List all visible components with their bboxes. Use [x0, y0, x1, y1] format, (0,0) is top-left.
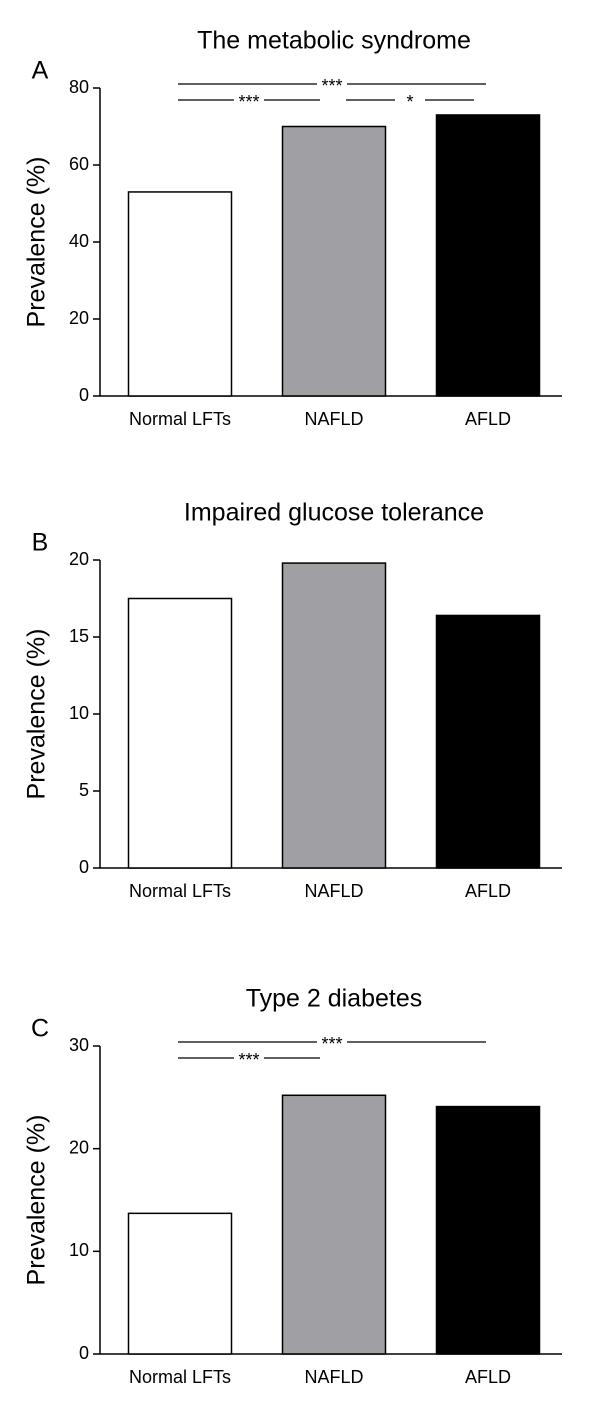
y-tick-label: 5	[79, 780, 89, 800]
x-tick-label: Normal LFTs	[129, 1367, 231, 1387]
significance-label: ***	[238, 92, 259, 112]
significance-gap	[395, 94, 425, 106]
x-tick-label: AFLD	[465, 881, 511, 901]
x-tick-label: AFLD	[465, 1367, 511, 1387]
bar	[127, 1212, 233, 1355]
x-tick-label: NAFLD	[304, 409, 363, 429]
y-tick-label: 20	[69, 549, 89, 569]
panel-label: A	[32, 57, 49, 85]
panel-label: B	[32, 529, 49, 557]
significance-label: ***	[238, 1050, 259, 1070]
significance-gap	[317, 78, 347, 90]
y-tick-label: 20	[69, 308, 89, 328]
bar	[127, 191, 233, 397]
y-tick-label: 80	[69, 77, 89, 97]
significance-label: ***	[321, 76, 342, 96]
y-axis-label: Prevalence (%)	[23, 157, 51, 328]
y-tick-label: 0	[79, 857, 89, 877]
y-tick-label: 10	[69, 703, 89, 723]
y-tick-label: 30	[69, 1035, 89, 1055]
significance-label: ***	[321, 1034, 342, 1054]
significance-gap	[234, 94, 264, 106]
bar	[127, 597, 233, 869]
x-tick-label: Normal LFTs	[129, 409, 231, 429]
x-tick-label: NAFLD	[304, 881, 363, 901]
y-tick-label: 0	[79, 1343, 89, 1363]
chart-title: Type 2 diabetes	[246, 985, 423, 1013]
y-tick-label: 60	[69, 154, 89, 174]
bar	[281, 125, 387, 397]
bar	[281, 562, 387, 869]
x-tick-label: NAFLD	[304, 1367, 363, 1387]
panel-label: C	[31, 1015, 49, 1043]
significance-gap	[234, 1052, 264, 1064]
y-tick-label: 40	[69, 231, 89, 251]
chart-title: Impaired glucose tolerance	[184, 499, 484, 527]
y-axis-label: Prevalence (%)	[23, 1115, 51, 1286]
x-tick-label: Normal LFTs	[129, 881, 231, 901]
y-tick-label: 15	[69, 626, 89, 646]
significance-gap	[317, 1036, 347, 1048]
bar	[435, 614, 541, 869]
bar	[435, 1105, 541, 1355]
y-tick-label: 10	[69, 1240, 89, 1260]
chart-title: The metabolic syndrome	[197, 27, 471, 55]
significance-label: *	[406, 92, 413, 112]
y-tick-label: 20	[69, 1137, 89, 1157]
y-axis-label: Prevalence (%)	[23, 629, 51, 800]
y-tick-label: 0	[79, 385, 89, 405]
bar	[435, 114, 541, 397]
bar	[281, 1094, 387, 1355]
x-tick-label: AFLD	[465, 409, 511, 429]
